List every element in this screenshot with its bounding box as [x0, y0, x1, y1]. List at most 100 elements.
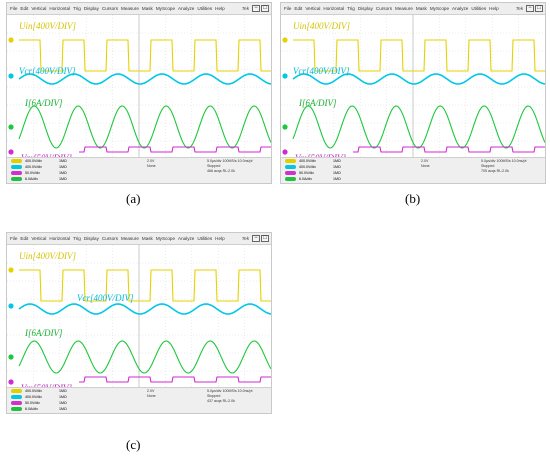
channel-4-readout[interactable]: 6.0A/div 1MΩ — [11, 177, 69, 182]
menu-edit[interactable]: Edit — [294, 6, 303, 11]
menu-utilities[interactable]: Utilities — [197, 6, 213, 11]
channel-2-readout[interactable]: 400.0V/div 1MΩ — [11, 395, 69, 400]
caption-c: (c) — [126, 437, 141, 452]
menu-edit[interactable]: Edit — [20, 6, 29, 11]
menu-help[interactable]: Help — [215, 6, 225, 11]
maximize-button[interactable]: □ — [261, 235, 269, 242]
menu-vertical[interactable]: Vertical — [31, 6, 47, 11]
trace-vcr — [18, 73, 271, 85]
channel-4-readout[interactable]: 6.0A/div 1MΩ — [285, 177, 343, 182]
menu-mask[interactable]: Mask — [141, 6, 153, 11]
trace-il — [18, 105, 271, 149]
channel-3-readout[interactable]: 50.0V/div 1MΩ — [285, 171, 343, 176]
menu-cursors[interactable]: Cursors — [375, 6, 392, 11]
acquisition-readout[interactable]: 5.0μs/div 100MS/s 10.0ns/pt Stopped 437 ac… — [207, 389, 253, 403]
channel-2-readout[interactable]: 400.0V/div 1MΩ — [11, 165, 69, 170]
minimize-button[interactable]: − — [252, 5, 260, 12]
label-il: I[6A/DIV] — [25, 98, 63, 108]
menu-measure[interactable]: Measure — [121, 236, 139, 241]
marker-ch1 — [8, 267, 14, 273]
marker-ch4 — [8, 124, 14, 130]
menu-horizontal[interactable]: Horizontal — [323, 6, 345, 11]
menu-analyze[interactable]: Analyze — [178, 6, 195, 11]
menu-help[interactable]: Help — [489, 6, 499, 11]
menu-bar: File Edit Vertical Horizontal Trig Display Cur… — [7, 3, 271, 15]
label-vcr: Vcr[400V/DIV] — [293, 66, 350, 76]
channel-1-readout[interactable]: 400.0V/div 1MΩ — [11, 389, 69, 394]
channel-1-readout[interactable]: 400.0V/div 1MΩ — [11, 159, 69, 164]
panel-c: File Edit Vertical Horizontal Trig Display Cur… — [6, 232, 272, 452]
menu-measure[interactable]: Measure — [121, 6, 139, 11]
trace-vm — [353, 146, 545, 153]
menu-myscope[interactable]: MyScope — [155, 6, 176, 11]
menu-horizontal[interactable]: Horizontal — [49, 6, 71, 11]
menu-mask[interactable]: Mask — [415, 6, 427, 11]
trace-il — [18, 340, 271, 374]
menu-mask[interactable]: Mask — [141, 236, 153, 241]
label-vcr: Vcr[400V/DIV] — [77, 293, 134, 303]
marker-ch4 — [282, 124, 288, 130]
channel-4-readout[interactable]: 6.0A/div 1MΩ — [11, 407, 69, 412]
minimize-button[interactable]: − — [526, 5, 534, 12]
menu-measure[interactable]: Measure — [395, 6, 413, 11]
marker-ch2 — [282, 73, 288, 79]
menu-utilities[interactable]: Utilities — [197, 236, 213, 241]
label-vcr: Vcr[400V/DIV] — [19, 66, 76, 76]
trace-uin — [19, 39, 271, 72]
menu-horizontal[interactable]: Horizontal — [49, 236, 71, 241]
scope-window: File Edit Vertical Horizontal Trig Display Cur… — [280, 2, 546, 184]
caption-a: (a) — [126, 191, 141, 206]
waveform-screen: Uin[400V/DIV] Vcr[400V/DIV] I[6A/DIV] Vm… — [7, 15, 271, 163]
menu-analyze[interactable]: Analyze — [452, 6, 469, 11]
menu-cursors[interactable]: Cursors — [101, 6, 118, 11]
maximize-button[interactable]: □ — [261, 5, 269, 12]
label-il: I[6A/DIV] — [299, 98, 337, 108]
menu-help[interactable]: Help — [215, 236, 225, 241]
trigger-readout[interactable]: 2.0V None — [147, 389, 156, 398]
minimize-button[interactable]: − — [252, 235, 260, 242]
trace-vcr — [18, 303, 271, 315]
menu-cursors[interactable]: Cursors — [101, 236, 118, 241]
marker-ch4 — [8, 354, 14, 360]
menu-file[interactable]: File — [10, 6, 18, 11]
trace-uin — [19, 269, 271, 302]
waveform-plot — [281, 15, 545, 159]
menu-utilities[interactable]: Utilities — [471, 6, 487, 11]
status-panel: 400.0V/div 1MΩ 400.0V/div 1MΩ 50.0V/div 1MΩ… — [281, 157, 545, 183]
menu-display[interactable]: Display — [83, 236, 99, 241]
acquisition-readout[interactable]: 5.0μs/div 100MS/s 10.0ns/pt Stopped 466 ac… — [207, 159, 253, 173]
trigger-readout[interactable]: 2.0V None — [421, 159, 430, 168]
menu-bar: File Edit Vertical Horizontal Trig Display Cur… — [281, 3, 545, 15]
menu-vertical[interactable]: Vertical — [31, 236, 47, 241]
marker-ch1 — [282, 37, 288, 43]
menu-file[interactable]: File — [10, 236, 18, 241]
trace-vm — [79, 146, 271, 153]
trigger-readout[interactable]: 2.0V None — [147, 159, 156, 168]
label-il: I[6A/DIV] — [25, 328, 63, 338]
menu-trig[interactable]: Trig — [73, 6, 81, 11]
menu-vertical[interactable]: Vertical — [305, 6, 321, 11]
scope-window: File Edit Vertical Horizontal Trig Display Cur… — [6, 2, 272, 184]
menu-trig[interactable]: Trig — [73, 236, 81, 241]
caption-b: (b) — [405, 191, 421, 206]
acquisition-readout[interactable]: 5.0μs/div 100MS/s 10.0ns/pt Stopped 705 ac… — [481, 159, 527, 173]
menu-display[interactable]: Display — [83, 6, 99, 11]
menu-display[interactable]: Display — [357, 6, 373, 11]
menu-trig[interactable]: Trig — [347, 6, 355, 11]
menu-myscope[interactable]: MyScope — [155, 236, 176, 241]
menu-file[interactable]: File — [284, 6, 292, 11]
channel-3-readout[interactable]: 50.0V/div 1MΩ — [11, 401, 69, 406]
marker-ch2 — [8, 73, 14, 79]
menu-myscope[interactable]: MyScope — [429, 6, 450, 11]
brand-logo: Tek — [241, 6, 249, 11]
channel-3-readout[interactable]: 50.0V/div 1MΩ — [11, 171, 69, 176]
scope-window: File Edit Vertical Horizontal Trig Display Cur… — [6, 232, 272, 414]
maximize-button[interactable]: □ — [535, 5, 543, 12]
channel-2-readout[interactable]: 400.0V/div 1MΩ — [285, 165, 343, 170]
status-panel: 400.0V/div 1MΩ 400.0V/div 1MΩ 50.0V/div 1MΩ… — [7, 157, 271, 183]
waveform-screen: Uin[400V/DIV] Vcr[400V/DIV] I[6A/DIV] Vm… — [7, 245, 271, 393]
channel-1-readout[interactable]: 400.0V/div 1MΩ — [285, 159, 343, 164]
label-uin: Uin[400V/DIV] — [19, 251, 76, 261]
menu-edit[interactable]: Edit — [20, 236, 29, 241]
menu-analyze[interactable]: Analyze — [178, 236, 195, 241]
